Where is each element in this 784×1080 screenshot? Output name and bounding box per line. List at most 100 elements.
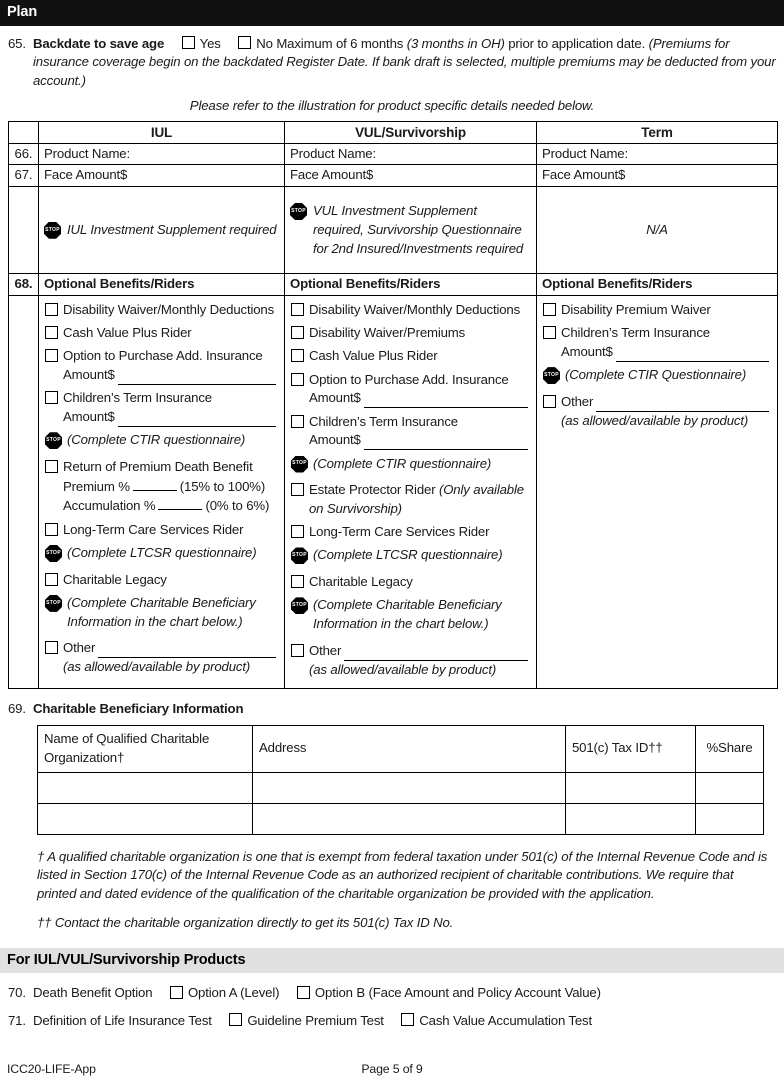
charitable-table-cell[interactable] <box>37 802 253 835</box>
stop-note: STOP (Complete Charitable Beneficiary Inf… <box>45 594 278 631</box>
fill-in-blank[interactable] <box>132 477 177 491</box>
stop-note: STOP (Complete Charitable Beneficiary Inf… <box>291 596 530 633</box>
rider-checkbox[interactable] <box>291 483 304 497</box>
row-number: 67. <box>8 164 39 188</box>
fill-in-blank[interactable] <box>615 348 769 362</box>
backdate-no-checkbox[interactable] <box>238 36 252 50</box>
rider-checkbox[interactable] <box>291 326 304 340</box>
stop-note: STOP (Complete CTIR questionnaire) <box>291 455 530 474</box>
section-header-plan: Plan <box>0 0 784 26</box>
question-65-label: Backdate to save age <box>33 35 165 51</box>
face-amount-cell-iul[interactable]: Face Amount$ <box>38 164 285 188</box>
stop-icon: STOP <box>291 597 308 615</box>
rider-percent-line: Accumulation % (0% to 6%) <box>63 496 278 516</box>
rider-checkbox[interactable] <box>291 575 304 589</box>
charitable-table-cell[interactable] <box>565 771 696 804</box>
fill-in-blank[interactable] <box>596 398 769 412</box>
charitable-table-header-row: Name of Qualified Charitable Organizatio… <box>37 724 764 773</box>
option-b-checkbox[interactable] <box>296 985 310 999</box>
product-name-cell-term[interactable]: Product Name: <box>536 142 778 166</box>
rider-checkbox[interactable] <box>543 394 556 408</box>
option-a-label: Option A (Level) <box>187 985 280 1001</box>
rider-body: Children’s Term Insurance Amount$ <box>309 413 530 451</box>
rider-checkbox[interactable] <box>45 641 58 655</box>
rider-label-line: Return of Premium Death Benefit <box>63 458 278 477</box>
fill-in-blank[interactable] <box>363 436 528 451</box>
rider-label-italic: (Only available on Survivorship) <box>309 482 524 516</box>
question-69-label: Charitable Beneficiary Information <box>33 700 244 716</box>
rider-label-line: Disability Premium Waiver <box>561 301 771 320</box>
row-number: 66. <box>8 142 39 166</box>
rider-body: Option to Purchase Add. Insurance Amount$ <box>63 347 278 385</box>
rider-checkbox[interactable] <box>291 302 304 316</box>
rider-label: Cash Value Plus Rider <box>63 325 192 341</box>
fill-in-blank[interactable] <box>117 371 276 385</box>
stop-note-text: (Complete LTCSR questionnaire) <box>313 547 503 563</box>
rider-checkbox[interactable] <box>45 572 58 586</box>
charitable-table-cell[interactable] <box>695 771 764 804</box>
charitable-table-cell[interactable] <box>252 771 566 804</box>
face-amount-cell-vul[interactable]: Face Amount$ <box>284 164 537 188</box>
backdate-yes-checkbox[interactable] <box>181 36 195 50</box>
rider-amount-label: Amount$ <box>309 390 361 406</box>
rider-body: Long-Term Care Services Rider <box>63 521 278 540</box>
rider-checkbox[interactable] <box>45 302 58 316</box>
rider-option: Children’s Term Insurance Amount$ <box>543 324 771 362</box>
guideline-premium-test-checkbox[interactable] <box>229 1013 243 1027</box>
rider-checkbox[interactable] <box>543 326 556 340</box>
charitable-footnote-1: † A qualified charitable organization is… <box>37 848 768 902</box>
rider-checkbox[interactable] <box>45 326 58 340</box>
fill-in-blank[interactable] <box>117 413 276 427</box>
question-65: 65. Backdate to save age Yes No Maximum … <box>8 35 776 91</box>
rider-checkbox[interactable] <box>45 522 58 536</box>
product-name-cell-iul[interactable]: Product Name: <box>38 142 285 166</box>
riders-row: Disability Waiver/Monthly Deductions Cash… <box>8 294 778 689</box>
rider-amount-line: Amount$ <box>561 343 771 362</box>
face-amount-cell-term[interactable]: Face Amount$ <box>536 164 778 188</box>
charitable-header-taxid: 501(c) Tax ID†† <box>565 724 696 773</box>
rider-checkbox[interactable] <box>291 525 304 539</box>
backdate-no-label: No <box>256 35 273 51</box>
rider-checkbox[interactable] <box>45 349 58 363</box>
iul-supplement-note: IUL Investment Supplement required <box>67 221 277 237</box>
fill-in-blank[interactable] <box>344 647 528 661</box>
rider-checkbox[interactable] <box>291 414 304 428</box>
charitable-table-cell[interactable] <box>252 802 566 835</box>
rider-checkbox[interactable] <box>543 302 556 316</box>
rider-checkbox[interactable] <box>45 391 58 405</box>
rider-label: Option to Purchase Add. Insurance <box>63 348 263 364</box>
cash-value-accumulation-test-checkbox[interactable] <box>401 1013 415 1027</box>
option-a-checkbox[interactable] <box>169 985 183 999</box>
stop-note: STOP (Complete CTIR questionnaire) <box>45 431 278 450</box>
empty-cell <box>8 294 39 689</box>
rider-option: Other (as allowed/available by product) <box>543 393 771 430</box>
optional-benefits-header-iul: Optional Benefits/Riders <box>38 273 285 296</box>
guideline-premium-test-label: Guideline Premium Test <box>247 1012 384 1028</box>
charitable-table-cell[interactable] <box>565 802 696 835</box>
fill-in-blank[interactable] <box>363 394 528 409</box>
product-name-cell-vul[interactable]: Product Name: <box>284 142 537 166</box>
fill-in-blank[interactable] <box>98 644 276 659</box>
rider-checkbox[interactable] <box>291 372 304 386</box>
page-footer: ICC20-LIFE-App Page 5 of 9 <box>0 1061 784 1078</box>
riders-list-vul: Disability Waiver/Monthly Deductions Disa… <box>284 294 537 689</box>
charitable-header-name: Name of Qualified Charitable Organizatio… <box>37 724 253 773</box>
rider-option: Disability Waiver/Premiums <box>291 324 530 343</box>
rider-amount-line: Amount$ <box>309 389 530 409</box>
charitable-table-cell[interactable] <box>695 802 764 835</box>
stop-icon: STOP <box>45 432 62 450</box>
rider-label: Other <box>561 393 594 409</box>
vul-supplement-note: VUL Investment Supplement required, Surv… <box>313 203 524 256</box>
charitable-table-cell[interactable] <box>37 771 253 804</box>
rider-amount-label: Amount$ <box>561 343 613 359</box>
empty-cell <box>8 186 39 275</box>
guideline-premium-test-option: Guideline Premium Test <box>229 1012 384 1028</box>
question-number: 65. <box>8 35 26 51</box>
rider-label-line: Option to Purchase Add. Insurance <box>309 371 530 390</box>
vul-supplement-cell: STOP VUL Investment Supplement required,… <box>284 186 537 275</box>
fill-in-blank[interactable] <box>158 496 203 511</box>
rider-checkbox[interactable] <box>45 460 58 474</box>
rider-body: Children’s Term Insurance Amount$ <box>63 389 278 427</box>
rider-checkbox[interactable] <box>291 349 304 363</box>
rider-checkbox[interactable] <box>291 643 304 657</box>
